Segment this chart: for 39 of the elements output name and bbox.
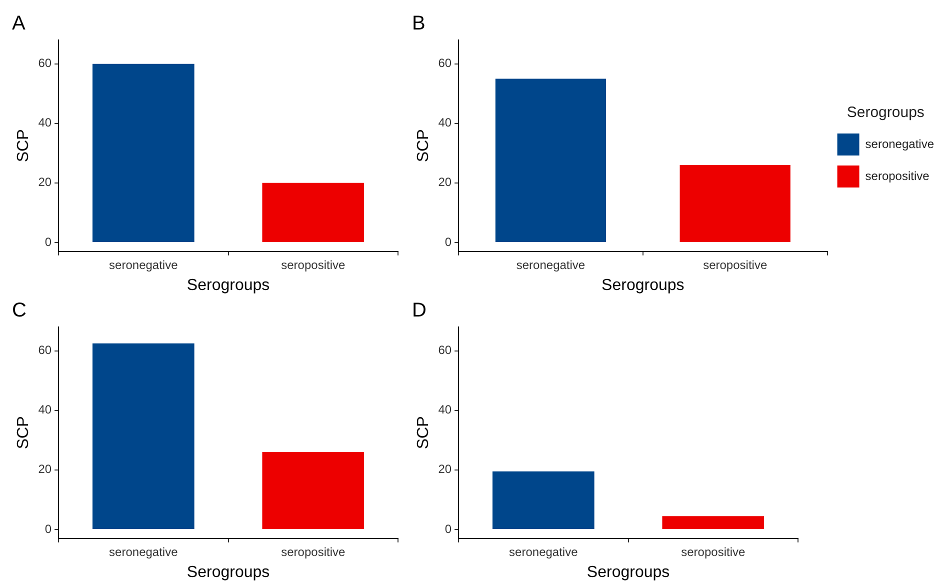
x-axis-title: Serogroups <box>602 276 684 294</box>
x-tick-label: seronegative <box>516 258 586 272</box>
chart-title: D <box>412 300 426 322</box>
chart-title: A <box>12 12 26 35</box>
legend-title: Serogroups <box>846 104 924 122</box>
x-tick-label: seropositive <box>281 544 346 559</box>
y-tick-label: 60 <box>438 343 452 358</box>
y-axis-title: SCP <box>15 129 32 162</box>
y-tick-label: 60 <box>438 56 452 70</box>
y-tick-label: 0 <box>44 234 52 249</box>
y-tick-label: 0 <box>444 234 452 249</box>
x-axis-title: Serogroups <box>186 564 270 581</box>
chart-title: C <box>12 300 26 322</box>
x-tick-label: seronegative <box>109 258 178 272</box>
y-tick-label: 60 <box>38 343 52 358</box>
y-tick-label: 40 <box>38 402 52 417</box>
x-tick-label: seropositive <box>681 544 746 559</box>
y-tick-label: 20 <box>38 462 52 476</box>
chart-title: B <box>412 12 426 35</box>
y-tick-label: 40 <box>438 116 452 130</box>
x-axis-title: Serogroups <box>186 276 270 294</box>
x-axis-title: Serogroups <box>586 564 670 581</box>
y-tick-label: 20 <box>438 175 452 190</box>
y-tick-label: 40 <box>38 116 52 130</box>
legend-label: seronegative <box>865 136 934 151</box>
legend-label: seropositive <box>865 168 930 183</box>
y-tick-label: 40 <box>438 402 452 417</box>
y-tick-label: 20 <box>438 462 452 476</box>
x-tick-label: seropositive <box>703 258 768 272</box>
x-tick-label: seronegative <box>509 544 578 559</box>
y-axis-title: SCP <box>415 129 432 162</box>
x-tick-label: seronegative <box>109 544 178 559</box>
y-tick-label: 60 <box>38 56 52 70</box>
y-tick-label: 0 <box>444 522 452 536</box>
y-tick-label: 0 <box>44 522 52 536</box>
x-tick-label: seropositive <box>281 258 346 272</box>
y-axis-title: SCP <box>415 416 432 450</box>
y-tick-label: 20 <box>38 175 52 190</box>
y-axis-title: SCP <box>15 416 32 450</box>
